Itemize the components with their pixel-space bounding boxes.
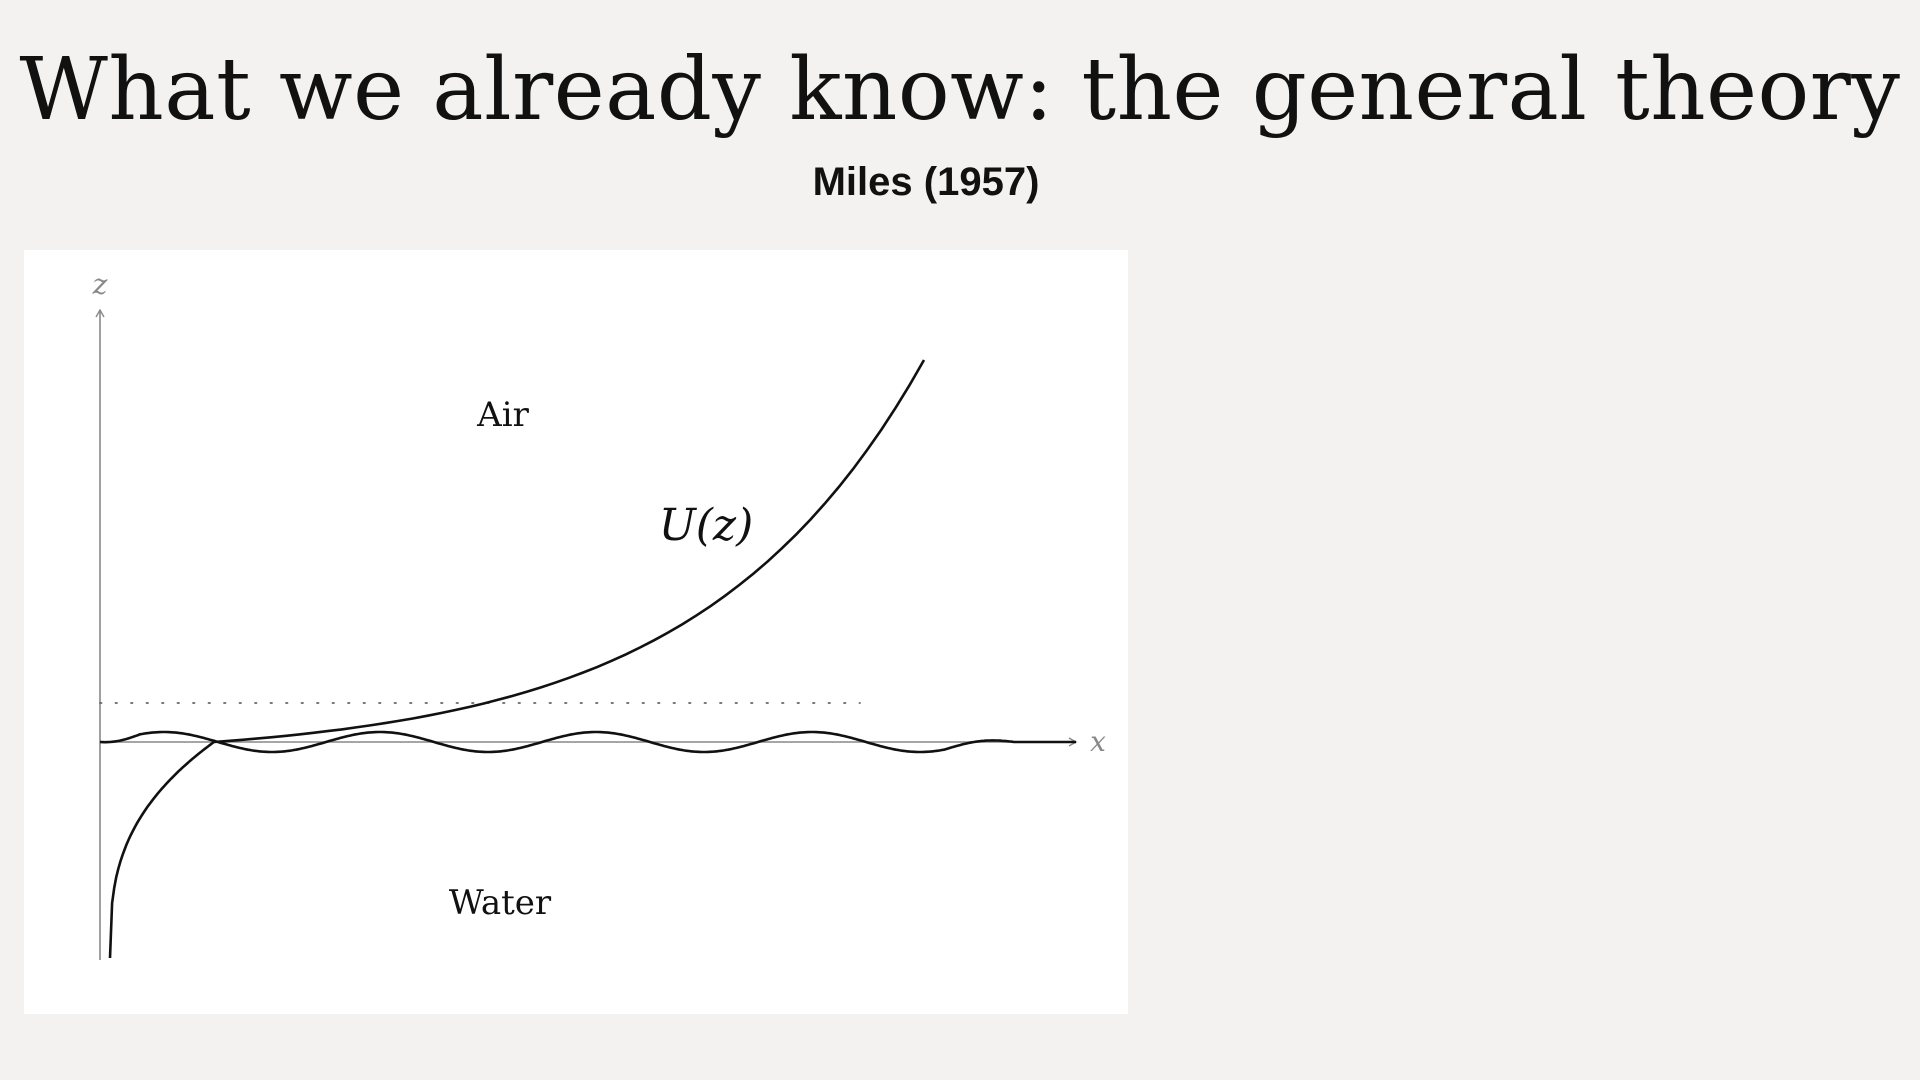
wind-profile-curve	[108, 359, 926, 959]
surface-wave	[99, 730, 1076, 754]
air-region-label: Air	[476, 395, 529, 435]
slide-title: What we already know: the general theory	[19, 40, 1901, 140]
diagram-canvas: z x Air Water U(z)	[92, 268, 1106, 960]
slide-subtitle: Miles (1957)	[812, 160, 1040, 204]
water-region-label: Water	[449, 883, 552, 923]
wind-profile-label: U(z)	[659, 500, 754, 551]
x-axis-label: x	[1090, 725, 1106, 758]
wind-wave-diagram: z x Air Water U(z)	[24, 250, 1128, 1014]
z-axis-label: z	[92, 268, 108, 301]
